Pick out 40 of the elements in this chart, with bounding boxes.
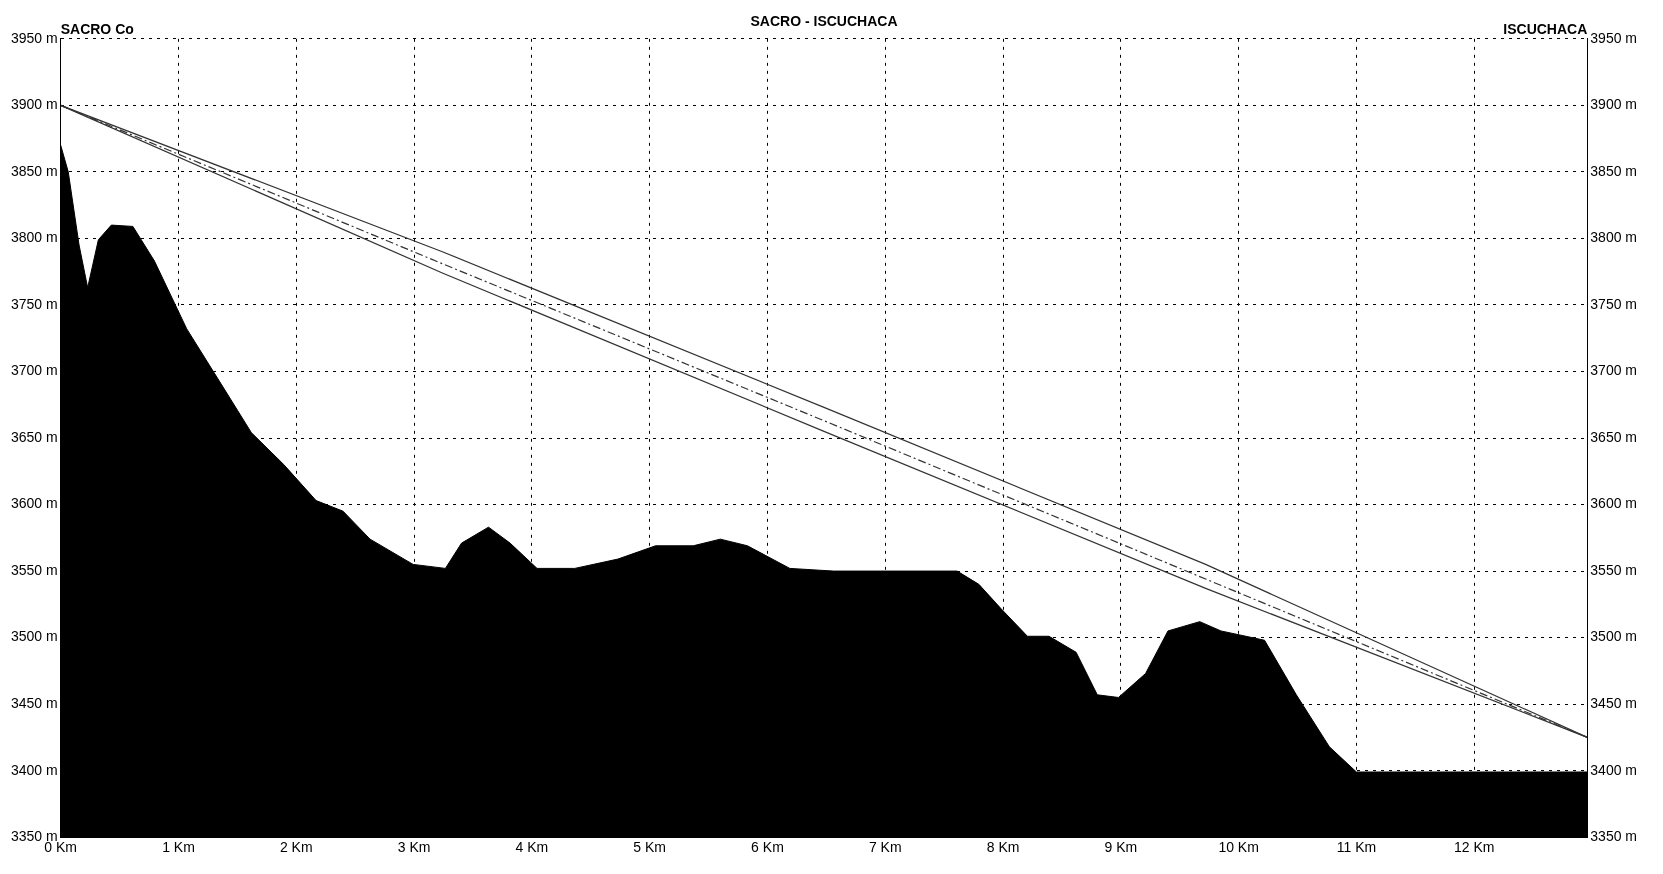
y-tick-label: 3700 m (10, 362, 58, 379)
y-tick-label: 3500 m (10, 628, 58, 645)
x-tick-label: 10 Km (1218, 839, 1259, 856)
y-tick-label: 3950 m (10, 29, 58, 46)
y2-tick-label: 3350 m (1590, 828, 1638, 845)
y-tick-label: 3750 m (10, 295, 58, 312)
y2-tick-label: 3450 m (1590, 694, 1638, 711)
x-tick-label: 11 Km (1336, 839, 1377, 856)
y2-tick-label: 3500 m (1590, 628, 1638, 645)
y-tick-label: 3450 m (10, 694, 58, 711)
x-tick-label: 1 Km (162, 839, 195, 856)
y2-tick-label: 3400 m (1590, 761, 1638, 778)
y2-tick-label: 3800 m (1590, 229, 1638, 246)
x-tick-label: 12 Km (1453, 839, 1495, 856)
y2-tick-label: 3750 m (1590, 295, 1638, 312)
y-tick-label: 3850 m (10, 162, 58, 179)
y2-tick-label: 3950 m (1590, 29, 1638, 46)
y2-tick-label: 3900 m (1590, 96, 1638, 113)
y2-tick-label: 3550 m (1590, 561, 1638, 578)
y-tick-label: 3550 m (10, 561, 58, 578)
y2-tick-label: 3700 m (1590, 362, 1638, 379)
x-tick-label: 7 Km (868, 839, 902, 856)
x-tick-label: 4 Km (515, 839, 549, 856)
y2-tick-label: 3650 m (1590, 428, 1638, 445)
text: ISCUCHACA (1503, 20, 1588, 37)
chart-title: SACRO - ISCUCHACA (750, 13, 898, 30)
y-tick-label: 3900 m (10, 96, 58, 113)
x-tick-label: 3 Km (397, 839, 431, 856)
y-tick-label: 3800 m (10, 229, 58, 246)
x-tick-label: 2 Km (279, 839, 313, 856)
y-tick-label: 3400 m (10, 761, 58, 778)
y2-tick-label: 3600 m (1590, 495, 1638, 512)
x-tick-label: 9 Km (1104, 839, 1138, 856)
x-tick-label: 6 Km (751, 839, 784, 856)
y-tick-label: 3600 m (10, 495, 58, 512)
x-tick-label: 8 Km (986, 839, 1020, 856)
y2-tick-label: 3850 m (1590, 162, 1638, 179)
y-tick-label: 3650 m (10, 428, 58, 445)
x-tick-label: 5 Km (633, 839, 667, 856)
text: SACRO Co (60, 20, 134, 37)
